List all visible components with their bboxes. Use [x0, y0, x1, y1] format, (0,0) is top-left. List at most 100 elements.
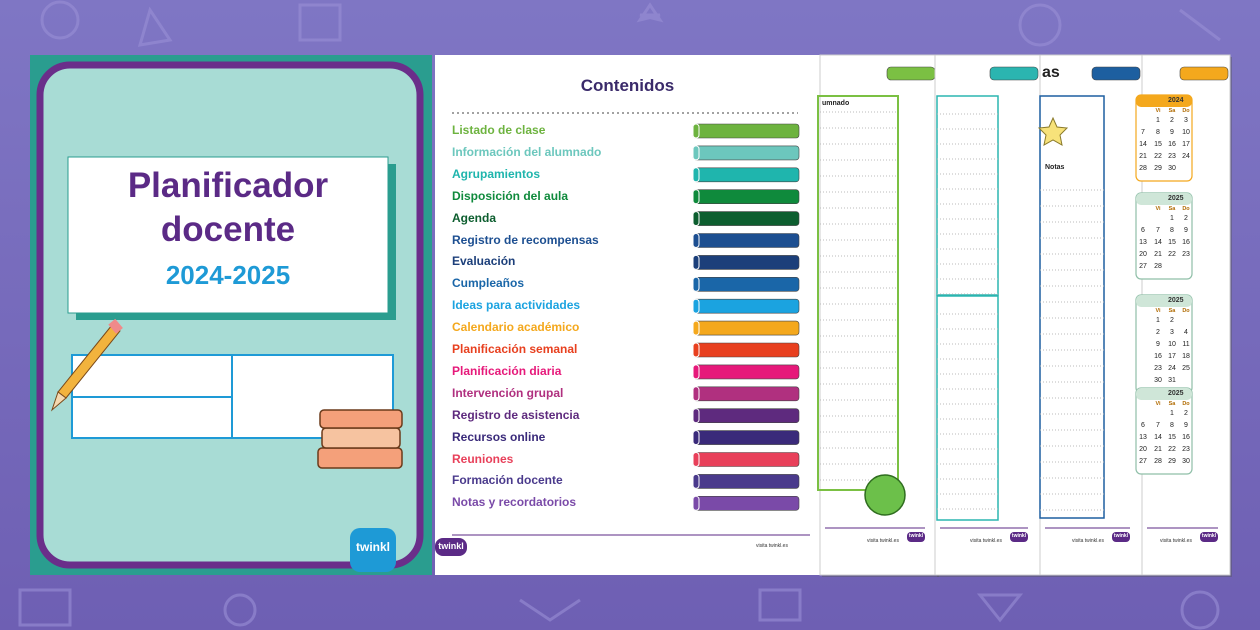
calendar-day: Vi [1155, 206, 1161, 212]
page-logo: twinkl [1011, 533, 1027, 539]
section-tab [692, 386, 800, 402]
logo-badge [1112, 532, 1130, 542]
calendar-date: 30 [1168, 165, 1176, 172]
calendar-day: Sa [1168, 108, 1176, 114]
contents-item: Agrupamientos [452, 166, 541, 181]
calendar-date: 25 [1182, 365, 1190, 372]
page-tab [1091, 66, 1141, 81]
section-tab [692, 233, 800, 248]
calendar-date: 16 [1182, 434, 1190, 441]
calendar-day: Vi [1155, 401, 1161, 407]
calendar-date: 3 [1170, 329, 1174, 336]
doodles [18, 0, 1221, 630]
tab-edge [692, 167, 700, 183]
calendar-day: Sa [1168, 308, 1176, 314]
contents-item: Listado de clase [452, 123, 546, 137]
section-tab [692, 342, 800, 358]
tab-edge [692, 386, 700, 402]
calendar-date: 1 [1170, 410, 1174, 417]
calendar-date: 27 [1139, 263, 1147, 270]
calendar-date: 16 [1168, 141, 1176, 148]
calendar-date: 23 [1182, 446, 1190, 453]
calendar-date: 21 [1154, 446, 1162, 453]
page-logo: twinkl [1113, 533, 1129, 539]
calendar-date: 13 [1139, 239, 1147, 246]
footer-text: visita twinkl.es [1160, 538, 1192, 544]
calendar-date: 17 [1182, 141, 1190, 148]
calendar-date: 6 [1141, 422, 1145, 429]
calendar-day: Do [1182, 108, 1190, 114]
tab-edge [692, 364, 700, 380]
calendar-date: 27 [1139, 458, 1147, 465]
page-tab [1179, 66, 1229, 81]
page-subheading: Notas [1045, 164, 1065, 171]
calendar-day: Sa [1168, 401, 1176, 407]
calendar-date: 11 [1182, 341, 1190, 348]
contents-item: Intervención grupal [452, 385, 564, 400]
calendar-date: 2 [1156, 329, 1160, 336]
tab-edge [692, 233, 700, 248]
contents-item: Disposición del aula [452, 188, 569, 203]
table-box [936, 295, 999, 521]
calendar-date: 14 [1154, 434, 1162, 441]
calendar-date: 22 [1168, 446, 1176, 453]
section-tab [692, 495, 800, 511]
logo-badge [350, 528, 396, 572]
tab-edge [692, 276, 700, 292]
calendar-header [1136, 295, 1192, 307]
calendar-year: 2024 [1168, 97, 1184, 104]
calendar-date: 10 [1182, 129, 1190, 136]
section-tab [692, 298, 800, 314]
calendar-date: 2 [1170, 317, 1174, 324]
calendar-date: 15 [1168, 239, 1176, 246]
section-tab [692, 430, 800, 445]
section-tab [692, 408, 800, 424]
calendar-date: 7 [1156, 227, 1160, 234]
calendar-date: 8 [1170, 227, 1174, 234]
section-tab [692, 189, 800, 204]
contents-item: Registro de asistencia [452, 407, 580, 422]
section-tab [692, 255, 800, 270]
apple [864, 474, 906, 516]
tab-edge [692, 123, 700, 139]
calendar-date: 3 [1184, 117, 1188, 124]
calendar-date: 18 [1182, 353, 1190, 360]
calendar-date: 24 [1168, 365, 1176, 372]
tab-edge [692, 211, 700, 227]
section-tab [692, 452, 800, 467]
calendar-header [1136, 388, 1192, 400]
tab-edge [692, 430, 700, 446]
calendar-date: 2 [1170, 117, 1174, 124]
calendar-day: Do [1182, 401, 1190, 407]
contents-logo: twinkl [438, 541, 464, 551]
books [317, 409, 403, 469]
cover-years: 2024-2025 [165, 260, 291, 290]
section-tab [692, 167, 800, 183]
calendar-date: 22 [1154, 153, 1162, 160]
page-tab [989, 66, 1039, 81]
tab-edge [692, 408, 700, 424]
calendar-date: 14 [1154, 239, 1162, 246]
calendar-date: 21 [1154, 251, 1162, 258]
calendar-date: 9 [1184, 227, 1188, 234]
calendar-date: 15 [1168, 434, 1176, 441]
title-box [67, 156, 389, 314]
footer-text: visita twinkl.es [867, 538, 899, 544]
pencil [50, 318, 123, 412]
calendar-date: 16 [1154, 353, 1162, 360]
calendar-date: 2 [1184, 215, 1188, 222]
calendar-date: 22 [1168, 251, 1176, 258]
calendar-date: 9 [1156, 341, 1160, 348]
calendar-year: 2025 [1168, 195, 1184, 202]
contents-item: Notas y recordatorios [452, 495, 577, 510]
page-heading: as [1042, 64, 1060, 81]
contents-item: Ideas para actividades [452, 298, 581, 313]
calendar-date: 1 [1156, 317, 1160, 324]
logo-badge [1200, 532, 1218, 542]
calendar-date: 8 [1156, 129, 1160, 136]
calendar-date: 2 [1184, 410, 1188, 417]
contents-item: Planificación semanal [452, 342, 578, 356]
contents-item: Evaluación [452, 254, 516, 269]
page-logo: twinkl [908, 533, 924, 539]
